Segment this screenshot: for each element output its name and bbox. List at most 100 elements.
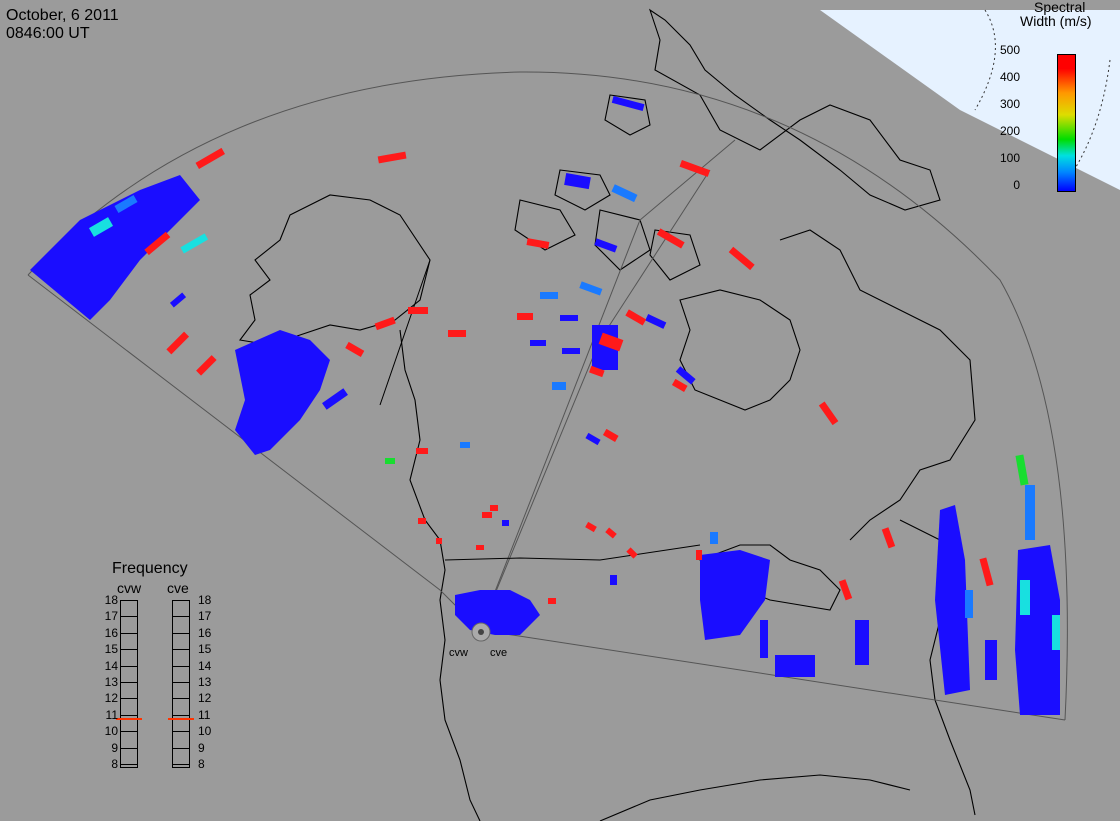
echo-cell — [855, 620, 869, 665]
frequency-tick-cve: 8 — [198, 757, 205, 771]
echo-cell — [408, 307, 428, 314]
frequency-divider — [120, 747, 138, 749]
echo-cell — [418, 518, 426, 524]
echo-cell — [598, 332, 624, 352]
frequency-divider — [172, 731, 190, 733]
frequency-divider — [172, 747, 190, 749]
frequency-divider — [120, 616, 138, 618]
echo-cell — [548, 598, 556, 604]
date-label: October, 6 2011 — [6, 7, 119, 24]
echo-cell — [526, 238, 550, 249]
border-alaska — [379, 259, 431, 406]
echo-cell — [611, 184, 638, 203]
echo-cell — [345, 341, 365, 357]
frequency-tick-cvw: 13 — [104, 675, 118, 689]
frequency-tick-cvw: 15 — [104, 642, 118, 657]
echo-cell — [1052, 615, 1060, 650]
coastlines — [239, 8, 976, 821]
echo-cell — [448, 330, 466, 337]
frequency-radar2-label: cve — [167, 580, 189, 596]
frequency-tick-cvw: 16 — [104, 625, 118, 640]
frequency-divider — [120, 665, 138, 667]
echo-cell — [602, 428, 619, 442]
echo-cell — [416, 448, 428, 454]
echo-cell — [502, 520, 509, 526]
echo-cell — [374, 316, 396, 331]
frequency-divider — [172, 600, 190, 601]
frequency-tick-cve: 11 — [198, 707, 211, 722]
alaska-coast — [239, 194, 431, 346]
echo-cells — [30, 95, 1060, 715]
echo-cell — [169, 292, 187, 308]
echo-cell — [540, 292, 558, 299]
frequency-tick-cve: 18 — [198, 593, 212, 607]
echo-cell — [728, 246, 755, 271]
frequency-tick-cvw: 14 — [104, 658, 118, 673]
echo-cell — [552, 382, 566, 390]
echo-cell — [482, 512, 492, 518]
frequency-tick-cve: 17 — [198, 609, 212, 624]
echo-cluster-east-1 — [700, 550, 770, 640]
frequency-tick-cvw: 17 — [104, 609, 118, 624]
frequency-divider — [120, 714, 138, 716]
frequency-tick-cve: 15 — [198, 642, 212, 657]
frequency-radar1-label: cvw — [117, 580, 142, 596]
station-label-cve: cve — [490, 647, 508, 659]
echo-cell — [560, 315, 578, 321]
echo-cell — [460, 442, 470, 448]
labrador-coast — [779, 229, 976, 541]
colorbar-tick: 200 — [999, 124, 1020, 138]
time-label: 0846:00 UT — [6, 25, 90, 42]
frequency-tick-cve: 16 — [198, 625, 212, 640]
frequency-tick-cvw: 18 — [104, 593, 118, 607]
echo-cell — [196, 355, 217, 376]
hudson-bay — [679, 289, 801, 411]
fov-outer-arc — [27, 71, 1068, 721]
echo-cluster-east-3 — [935, 505, 970, 695]
echo-cell — [585, 521, 597, 533]
frequency-tick-cvw: 12 — [104, 691, 118, 706]
echo-cell — [114, 195, 138, 213]
echo-cell — [579, 281, 603, 296]
echo-cell — [1015, 454, 1029, 486]
frequency-divider — [120, 649, 138, 651]
echo-cell — [490, 505, 498, 511]
arctic-islands — [514, 94, 701, 281]
echo-cell — [562, 348, 580, 354]
echo-cell — [180, 233, 209, 254]
station-label-cvw: cvw — [449, 647, 468, 659]
frequency-tick-cvw: 9 — [111, 740, 118, 755]
frequency-tick-cve: 10 — [198, 724, 212, 739]
echo-cell — [530, 340, 546, 346]
frequency-divider — [120, 698, 138, 700]
echo-cell — [675, 366, 696, 385]
echo-cell — [671, 378, 688, 392]
frequency-tick-cve: 9 — [198, 740, 205, 755]
echo-cell — [476, 545, 484, 550]
echo-cell — [589, 365, 605, 378]
frequency-divider — [120, 600, 138, 601]
echo-cluster-radar-origin — [455, 590, 540, 635]
echo-cell — [436, 538, 442, 544]
frequency-marker-cvw — [116, 718, 142, 721]
echo-cell — [645, 314, 667, 329]
echo-cell — [385, 458, 395, 464]
colorbar-tick: 500 — [999, 43, 1020, 57]
echo-cell — [88, 217, 114, 237]
frequency-tick-cvw: 11 — [105, 707, 118, 722]
echo-cell — [881, 527, 896, 549]
frequency-divider — [172, 682, 190, 683]
echo-cell — [144, 231, 171, 256]
echo-cell — [166, 331, 190, 355]
spectral-width-colorbar — [1057, 54, 1076, 192]
latitude-circle-dotted — [974, 9, 996, 111]
echo-cell — [377, 151, 407, 164]
echo-cell — [195, 147, 225, 169]
frequency-tick-cve: 13 — [198, 675, 212, 689]
frequency-divider — [120, 731, 138, 733]
echo-cell — [985, 640, 997, 680]
echo-cell — [564, 173, 591, 190]
frequency-divider — [172, 649, 190, 651]
colorbar-title-line2: Width (m/s) — [1020, 13, 1092, 29]
echo-cell — [818, 401, 839, 426]
